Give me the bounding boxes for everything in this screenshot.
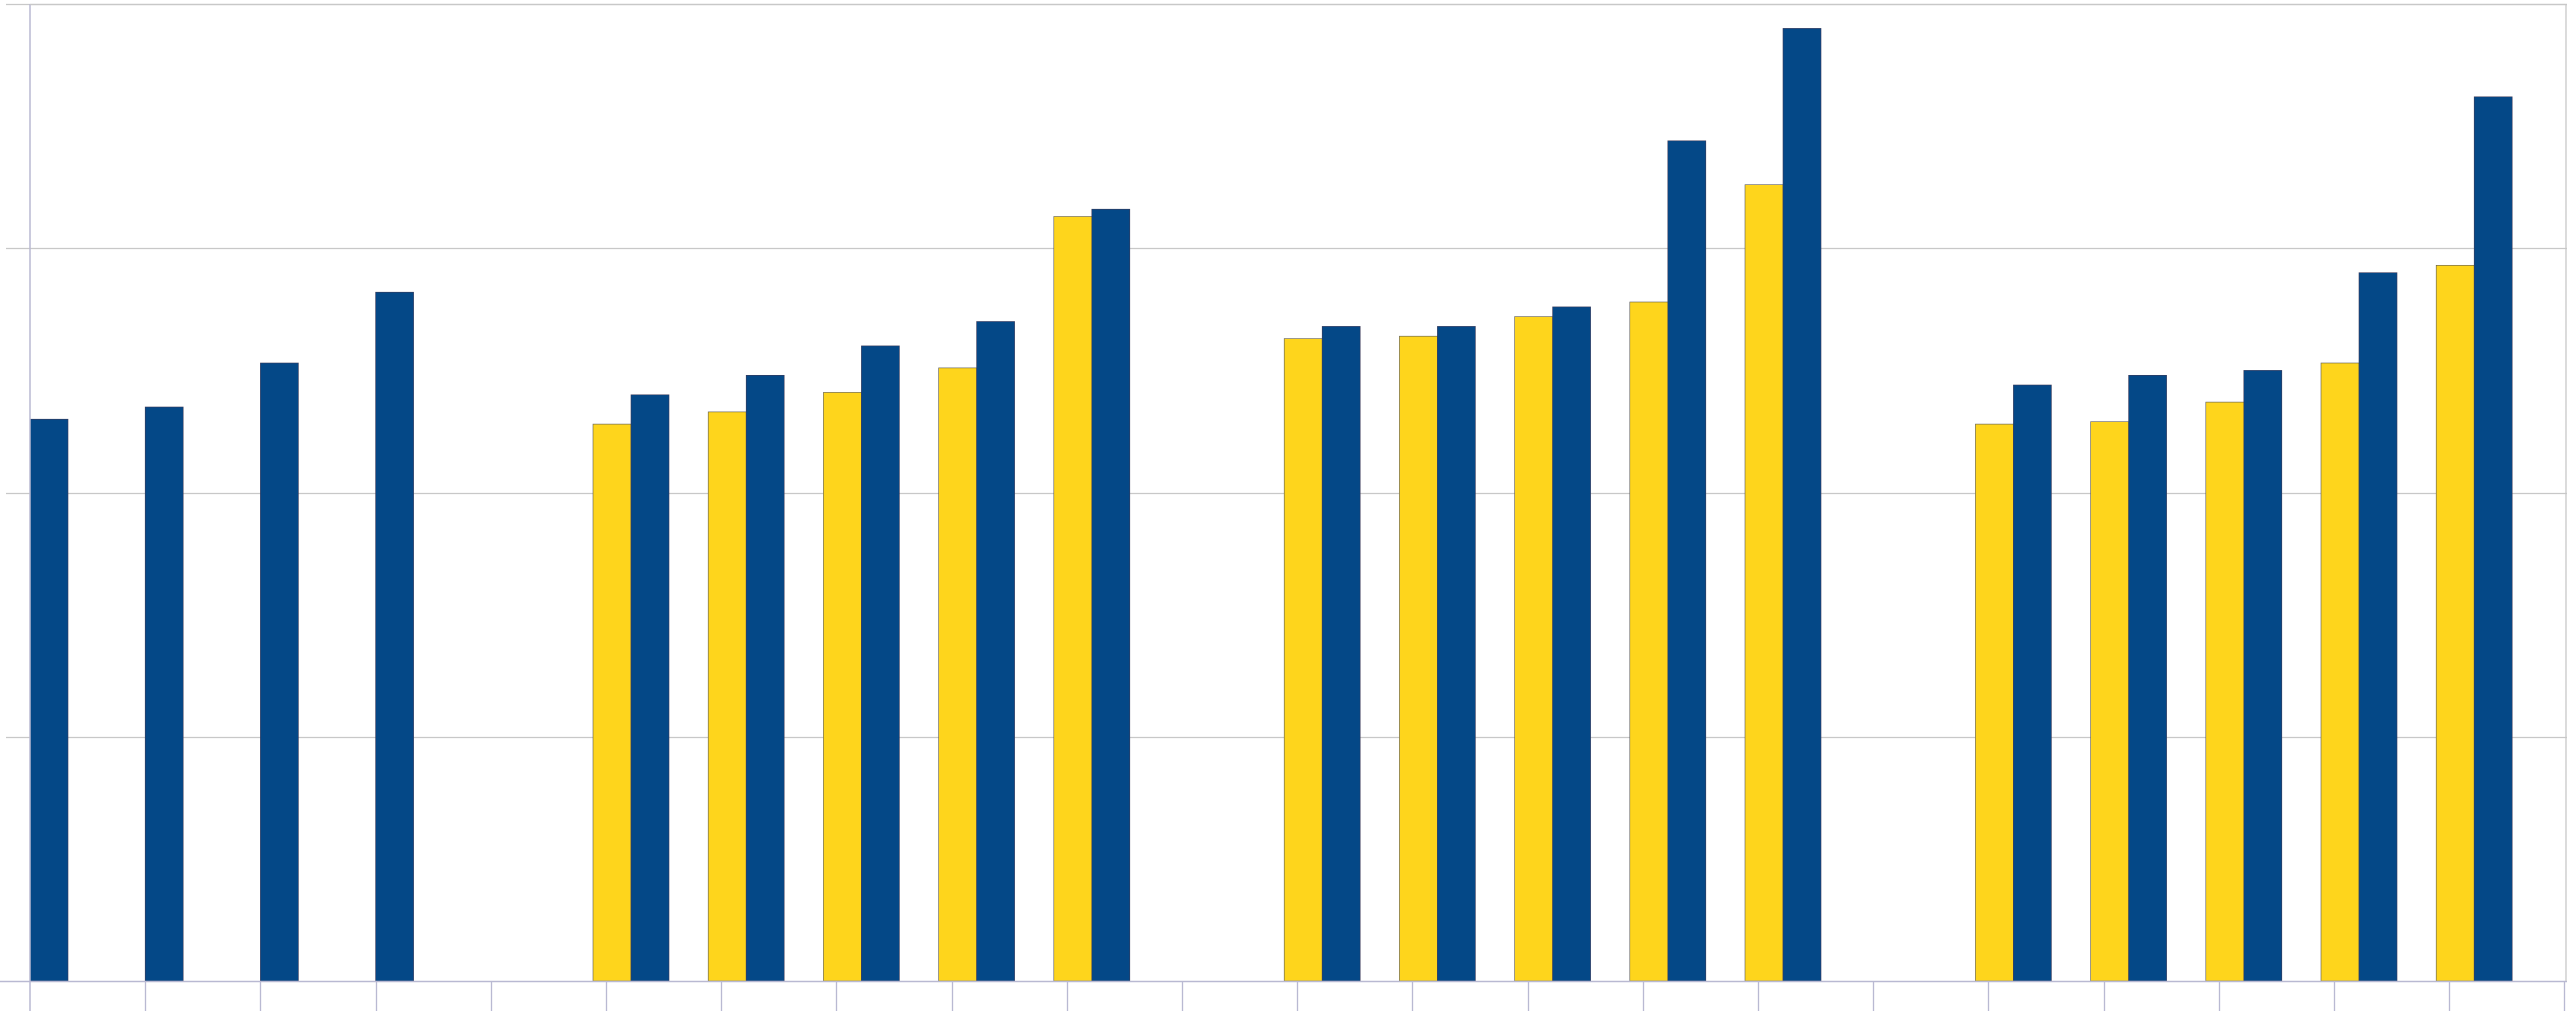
bar-group2-blue-2 bbox=[745, 374, 785, 982]
bar-group3-blue-4 bbox=[1667, 140, 1707, 982]
bar-group4-yellow-3 bbox=[2205, 401, 2245, 982]
bar-group4-blue-2 bbox=[2128, 374, 2167, 982]
bar-group3-yellow-2 bbox=[1399, 335, 1438, 982]
bar-group1-blue-3 bbox=[260, 362, 299, 982]
bar-group2-yellow-1 bbox=[592, 423, 632, 982]
bar-group3-blue-5 bbox=[1782, 28, 1822, 982]
bar-group3-blue-3 bbox=[1552, 306, 1591, 982]
bar-group2-yellow-2 bbox=[707, 411, 747, 982]
bar-group4-yellow-4 bbox=[2320, 362, 2360, 982]
bar-group4-blue-3 bbox=[2243, 370, 2283, 982]
bar-group2-yellow-3 bbox=[823, 392, 862, 982]
bar-group2-blue-3 bbox=[861, 345, 900, 982]
bar-group4-blue-4 bbox=[2358, 272, 2398, 982]
bar-group3-blue-1 bbox=[1321, 326, 1361, 982]
bar-group2-blue-1 bbox=[630, 394, 670, 982]
bar-group1-blue-1 bbox=[29, 418, 69, 982]
bar-group3-yellow-1 bbox=[1283, 338, 1323, 982]
bar-group4-blue-1 bbox=[2013, 384, 2052, 982]
bar-group3-blue-2 bbox=[1437, 326, 1476, 982]
bar-group1-blue-2 bbox=[144, 406, 184, 982]
bar-group3-yellow-3 bbox=[1514, 316, 1553, 982]
bar-group2-blue-4 bbox=[976, 321, 1015, 982]
axes bbox=[0, 3, 2567, 1011]
bar-group3-yellow-5 bbox=[1744, 184, 1784, 982]
bar-group1-blue-4 bbox=[375, 291, 414, 982]
bar-group3-yellow-4 bbox=[1629, 301, 1669, 982]
bar-group4-yellow-5 bbox=[2435, 264, 2475, 982]
bar-group2-yellow-5 bbox=[1053, 216, 1093, 982]
bars bbox=[29, 28, 2513, 982]
bar-group2-yellow-4 bbox=[938, 367, 977, 982]
bar-group4-blue-5 bbox=[2473, 96, 2513, 982]
bar-group2-blue-5 bbox=[1091, 208, 1131, 982]
bar-group4-yellow-2 bbox=[2090, 421, 2129, 982]
bar-group4-yellow-1 bbox=[1975, 423, 2014, 982]
